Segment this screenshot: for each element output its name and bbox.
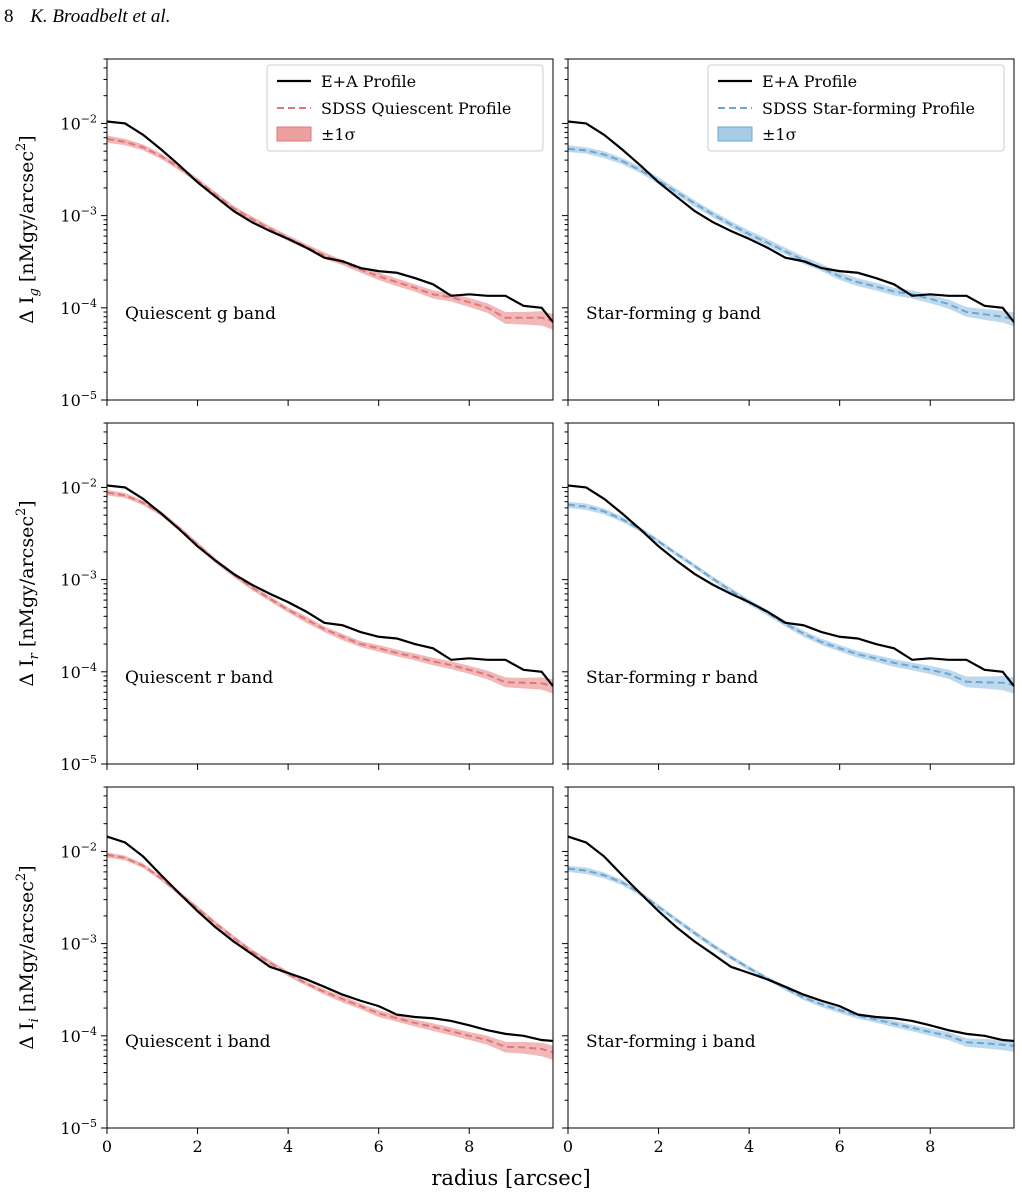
plot-area [568, 835, 1014, 1052]
panel-annotation: Quiescent g band [125, 304, 276, 324]
sigma-band [568, 145, 1014, 327]
x-tick-label: 2 [192, 1137, 202, 1156]
axes-frame [106, 786, 554, 1129]
plot-area [107, 835, 553, 1060]
y-axis-label: Δ Ig [nMgy/arcsec2] [14, 135, 42, 323]
x-tick-label: 8 [925, 1137, 935, 1156]
y-tick-label: 10−3 [60, 205, 97, 226]
page-header: 8 K. Broadbelt et al. [4, 6, 170, 36]
panels: 10−5 10−4 10−3 10−2 Δ Ig [nMgy/arcsec2] Quies… [14, 58, 1015, 1156]
ea-profile-line [107, 120, 553, 323]
axes-frame [567, 422, 1015, 765]
plot-area [568, 484, 1014, 694]
ea-profile-line [568, 484, 1014, 687]
panel-1-0: 10−5 10−4 10−3 10−2 Δ Ir [nMgy/arcsec2] Quies… [14, 422, 554, 774]
x-axis-label: radius [arcsec] [431, 1166, 590, 1190]
y-tick-label: 10−2 [60, 476, 97, 497]
plot-area [568, 120, 1014, 327]
x-tick-label: 4 [744, 1137, 754, 1156]
legend-label-band: ±1σ [762, 125, 797, 144]
sdss-profile-line [568, 867, 1014, 1047]
ea-profile-line [568, 835, 1014, 1043]
authors: K. Broadbelt et al. [30, 6, 171, 27]
ea-profile-line [107, 484, 553, 687]
legend: E+A Profile SDSS Quiescent Profile ±1σ [266, 64, 544, 152]
x-tick-label: 8 [464, 1137, 474, 1156]
legend: E+A Profile SDSS Star-forming Profile ±1σ [707, 64, 1005, 152]
sigma-band [107, 852, 553, 1060]
sdss-profile-line [107, 491, 553, 688]
legend-label-sdss: SDSS Quiescent Profile [321, 99, 511, 118]
sdss-profile-line [107, 853, 553, 1054]
y-axis-label: Δ Ir [nMgy/arcsec2] [14, 500, 42, 686]
sigma-band [568, 865, 1014, 1052]
legend-label-band: ±1σ [321, 125, 356, 144]
legend-label-ea: E+A Profile [762, 72, 857, 91]
y-tick-label: 10−4 [60, 297, 97, 318]
y-tick-label: 10−3 [60, 933, 97, 954]
sdss-profile-line [568, 147, 1014, 321]
y-tick-label: 10−3 [60, 569, 97, 590]
panel-0-0: 10−5 10−4 10−3 10−2 Δ Ig [nMgy/arcsec2] Quies… [14, 58, 554, 410]
sdss-profile-line [568, 503, 1014, 686]
panel-2-1: 0 2 4 6 8 Star-forming i band [562, 786, 1015, 1156]
ea-profile-line [568, 120, 1014, 323]
panel-0-1: Star-forming g band E+A Profile SDSS Star-… [562, 58, 1015, 406]
x-tick-label: 6 [835, 1137, 845, 1156]
legend-label-ea: E+A Profile [321, 72, 416, 91]
y-tick-label: 10−2 [60, 840, 97, 861]
y-tick-label: 10−2 [60, 112, 97, 133]
page-number: 8 [4, 6, 14, 27]
legend-box [266, 64, 544, 152]
y-tick-label: 10−4 [60, 661, 97, 682]
panel-annotation: Quiescent i band [125, 1032, 271, 1052]
panel-1-1: Star-forming r band [562, 422, 1015, 770]
axes-frame [106, 422, 554, 765]
panel-annotation: Star-forming i band [586, 1032, 756, 1052]
axes-frame [567, 786, 1015, 1129]
y-axis-label: Δ Ii [nMgy/arcsec2] [14, 865, 42, 1049]
sigma-band [568, 501, 1014, 694]
x-tick-label: 0 [563, 1137, 573, 1156]
panel-annotation: Star-forming r band [586, 668, 758, 688]
x-tick-label: 0 [102, 1137, 112, 1156]
plot-area [107, 120, 553, 330]
panel-annotation: Star-forming g band [586, 304, 761, 324]
ea-profile-line [107, 835, 553, 1043]
legend-label-sdss: SDSS Star-forming Profile [762, 99, 975, 118]
x-tick-label: 2 [653, 1137, 663, 1156]
sigma-band [107, 489, 553, 694]
legend-handle-band [276, 126, 312, 142]
legend-handle-band [717, 126, 753, 142]
y-tick-label: 10−5 [60, 1117, 97, 1138]
y-tick-label: 10−5 [60, 753, 97, 774]
y-tick-label: 10−4 [60, 1025, 97, 1046]
panel-annotation: Quiescent r band [125, 668, 273, 688]
panel-2-0: 10−5 10−4 10−3 10−2 Δ Ii [nMgy/arcsec2] 0 2 4 6 8… [14, 786, 554, 1156]
legend-box [707, 64, 1005, 152]
x-tick-label: 4 [283, 1137, 293, 1156]
x-tick-label: 6 [374, 1137, 384, 1156]
y-tick-label: 10−5 [60, 389, 97, 410]
plot-area [107, 484, 553, 694]
